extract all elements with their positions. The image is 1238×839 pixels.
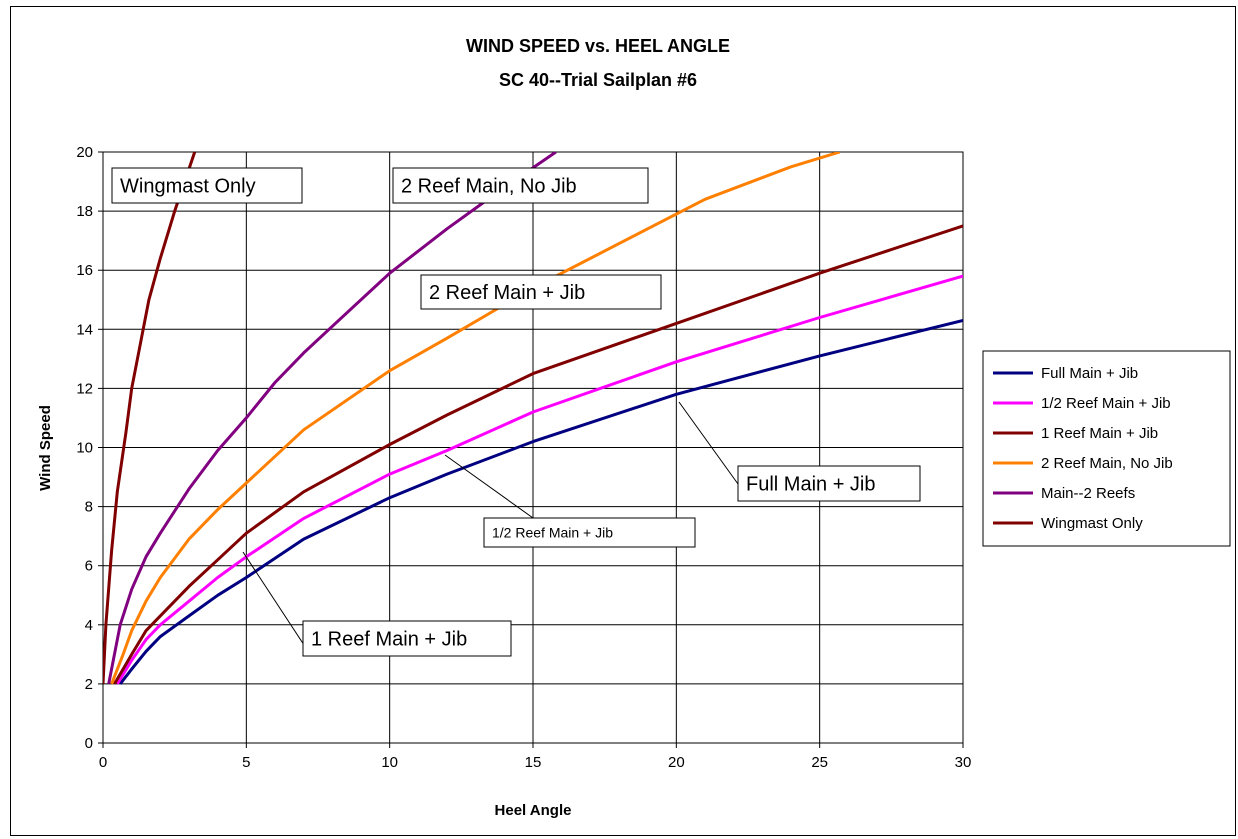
annotation-leader — [678, 401, 739, 485]
legend-entry: 2 Reef Main, No Jib — [1041, 455, 1173, 472]
legend-entry: Main--2 Reefs — [1041, 485, 1135, 502]
annotation-leader — [242, 551, 307, 649]
series-line — [103, 152, 197, 684]
y-tick-label: 2 — [85, 676, 93, 693]
annotation-box — [420, 274, 662, 310]
y-axis-label: Wind Speed — [37, 405, 54, 491]
annotation-label: 2 Reef Main, No Jib — [401, 176, 577, 198]
y-tick-label: 6 — [85, 558, 93, 575]
annotation-label: 1/2 Reef Main + Jib — [492, 525, 613, 541]
x-tick-label: 30 — [955, 754, 972, 771]
legend-entry: 1/2 Reef Main + Jib — [1041, 395, 1171, 412]
annotation-label: Full Main + Jib — [746, 474, 876, 496]
annotation-box — [483, 517, 696, 548]
y-tick-label: 18 — [76, 203, 93, 220]
x-tick-label: 20 — [668, 754, 685, 771]
annotation-label: 2 Reef Main + Jib — [429, 282, 585, 304]
annotation-box — [737, 465, 921, 502]
y-tick-label: 10 — [76, 440, 93, 457]
series-line — [113, 224, 963, 685]
annotation-box — [302, 620, 512, 657]
x-axis-label: Heel Angle — [495, 802, 572, 819]
series-line — [119, 318, 963, 685]
annotation-label: Wingmast Only — [120, 176, 256, 198]
legend-entry: Full Main + Jib — [1041, 365, 1138, 382]
annotation-box — [111, 167, 303, 204]
x-tick-label: 0 — [99, 754, 107, 771]
series-line — [107, 152, 557, 685]
legend-entry: 1 Reef Main + Jib — [1041, 425, 1158, 442]
y-tick-label: 14 — [76, 321, 93, 338]
annotation-label: 1 Reef Main + Jib — [311, 629, 467, 651]
annotation-box — [392, 167, 649, 204]
y-tick-label: 4 — [85, 617, 93, 634]
y-tick-label: 20 — [76, 144, 93, 161]
series-line — [116, 274, 963, 685]
legend-box — [982, 350, 1231, 547]
x-tick-label: 25 — [811, 754, 828, 771]
y-tick-label: 8 — [85, 499, 93, 516]
plot-layer: 0 5 10 15 20 25 30 0 2 4 6 8 10 12 14 16 18 20 Wingmast On… — [76, 144, 1231, 771]
y-tick-label: 16 — [76, 262, 93, 279]
series-group — [103, 152, 963, 685]
chart-subtitle: SC 40--Trial Sailplan #6 — [499, 70, 697, 90]
y-tick-label: 12 — [76, 380, 93, 397]
x-tick-label: 5 — [242, 754, 250, 771]
x-tick-label: 10 — [381, 754, 398, 771]
legend-entry: Wingmast Only — [1041, 515, 1143, 532]
x-tick-label: 15 — [525, 754, 542, 771]
chart-title: WIND SPEED vs. HEEL ANGLE — [466, 36, 730, 56]
series-line — [110, 152, 841, 685]
y-tick-label: 0 — [85, 735, 93, 752]
